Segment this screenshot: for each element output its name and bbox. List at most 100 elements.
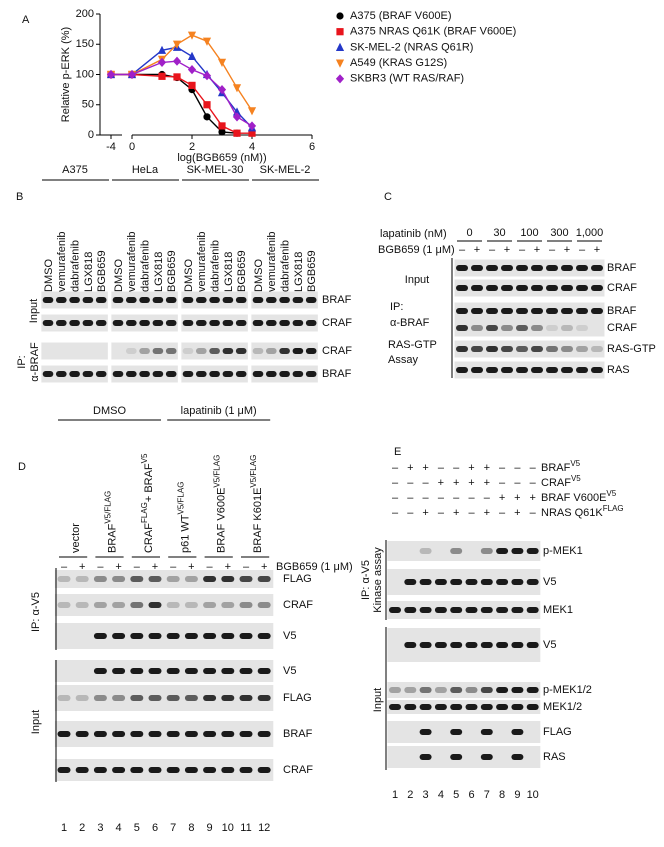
legend-label: SK-MEL-2 (NRAS Q61R) <box>350 41 473 53</box>
blot-band <box>69 371 80 377</box>
blot-band <box>516 285 528 291</box>
blot-band <box>486 265 498 271</box>
row-label: BRAF <box>322 294 352 306</box>
blot-band <box>561 285 573 291</box>
marker <box>248 129 256 137</box>
sign: – <box>423 492 430 504</box>
sign: – <box>438 507 445 519</box>
blot-band <box>252 297 264 303</box>
group-label: α-BRAF <box>390 317 430 329</box>
blot-band <box>195 297 207 303</box>
blot-band <box>419 607 432 613</box>
group-label: IP: <box>16 355 28 368</box>
blot-band <box>221 633 235 639</box>
label-part: BRAF V600E <box>541 492 606 504</box>
sign: – <box>407 477 414 489</box>
blot-band <box>182 320 194 326</box>
sign: + <box>474 244 480 256</box>
blot-strip <box>54 685 274 711</box>
blot-strip <box>454 319 605 337</box>
sign: – <box>499 507 506 519</box>
blot-band <box>496 579 509 585</box>
blot-band <box>265 348 277 354</box>
blot-band <box>139 320 150 326</box>
blot-band <box>209 371 220 377</box>
blot-band <box>222 320 234 326</box>
lane-number: 7 <box>170 822 176 834</box>
blot-band <box>166 576 180 582</box>
blot-band <box>434 579 447 585</box>
sign: – <box>579 244 586 256</box>
blot-band <box>130 633 144 639</box>
x-tick-label: 6 <box>309 141 315 153</box>
blot-band <box>516 325 528 331</box>
sign: + <box>115 561 121 573</box>
treatment: DMSO <box>43 259 55 292</box>
blot-band <box>252 371 264 377</box>
blot-band <box>576 367 588 373</box>
blot-band <box>434 704 447 710</box>
blot-band <box>265 371 277 377</box>
blot-strip <box>54 759 274 781</box>
blot-band <box>112 633 126 639</box>
blot-band <box>75 731 89 737</box>
blot-band <box>184 576 198 582</box>
blot-band <box>419 704 432 710</box>
blot-band <box>516 367 528 373</box>
blot-band <box>526 704 539 710</box>
blot-band <box>221 668 235 674</box>
legend-label: A375 (BRAF V600E) <box>350 10 452 22</box>
sign: – <box>407 492 414 504</box>
blot-band <box>57 767 71 773</box>
blot-band <box>480 579 493 585</box>
group-label: RAS-GTP <box>388 339 437 351</box>
blot-band <box>404 579 417 585</box>
blot-band <box>434 642 447 648</box>
marker <box>187 51 197 60</box>
condition: BRAF V600EV5 <box>541 489 617 504</box>
panel-letter: C <box>384 191 392 203</box>
marker <box>335 42 345 51</box>
sign: + <box>484 507 490 519</box>
treatment: BGB659 <box>236 250 248 292</box>
blot-band <box>222 297 234 303</box>
sign: – <box>499 477 506 489</box>
treatment: BGB659 <box>306 250 318 292</box>
blot-band <box>148 602 162 608</box>
lane-number: 3 <box>97 822 103 834</box>
lane-number: 5 <box>453 789 459 801</box>
group-label: IP: α-V5 <box>30 592 42 632</box>
blot-band <box>404 687 417 693</box>
blot-band <box>93 695 107 701</box>
blot-band <box>75 602 89 608</box>
superscript: FLAG <box>603 504 624 513</box>
marker <box>247 107 257 116</box>
sign: – <box>514 477 521 489</box>
y-tick-label: 100 <box>76 68 94 80</box>
marker <box>187 31 197 40</box>
row-label: CRAF <box>607 282 637 294</box>
sign: + <box>529 492 535 504</box>
treatment: dabrafenib <box>280 240 292 292</box>
blot-band <box>526 579 539 585</box>
blot-band <box>75 695 89 701</box>
sign: – <box>530 462 537 474</box>
treatment: DMSO <box>183 259 195 292</box>
y-tick-label: 50 <box>82 99 94 111</box>
blot-band <box>195 320 207 326</box>
dose: 1,000 <box>576 227 604 239</box>
blot-band <box>239 576 253 582</box>
blot-band <box>203 668 217 674</box>
sign: + <box>152 561 158 573</box>
blot-band <box>166 633 180 639</box>
blot-band <box>221 731 235 737</box>
blot-band <box>419 548 432 554</box>
blot-band <box>465 579 478 585</box>
blot-band <box>576 285 588 291</box>
blot-band <box>456 346 468 352</box>
treatment: vemurafenib <box>126 231 138 292</box>
blot-band <box>419 754 432 760</box>
blot-band <box>450 729 463 735</box>
panel-letter: D <box>18 461 26 473</box>
blot-band <box>511 548 524 554</box>
